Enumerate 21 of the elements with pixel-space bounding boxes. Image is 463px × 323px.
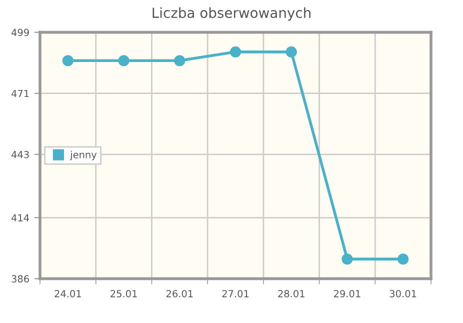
x-tick-label: 30.01	[390, 290, 416, 298]
point	[118, 55, 130, 66]
x-tick-label: 26.01	[166, 290, 193, 298]
x-tick-label: 27.01	[222, 290, 249, 298]
y-tick-label: 443	[12, 150, 29, 158]
point	[230, 46, 242, 58]
point	[174, 55, 186, 66]
x-tick-label: 24.01	[54, 290, 81, 298]
point	[398, 254, 409, 265]
legend-label: jenny	[70, 150, 97, 160]
point	[62, 55, 74, 66]
y-tick-label: 386	[12, 275, 29, 283]
y-tick-label: 471	[12, 90, 29, 98]
x-tick-label: 28.01	[278, 290, 304, 298]
y-tick-label: 499	[12, 28, 29, 36]
x-tick-label: 25.01	[110, 290, 137, 298]
x-tick-label: 29.01	[334, 290, 360, 298]
y-tick-label: 414	[12, 214, 30, 222]
point	[286, 46, 297, 58]
point	[342, 254, 353, 265]
chart-title: Liczba obserwowanych	[152, 7, 310, 21]
